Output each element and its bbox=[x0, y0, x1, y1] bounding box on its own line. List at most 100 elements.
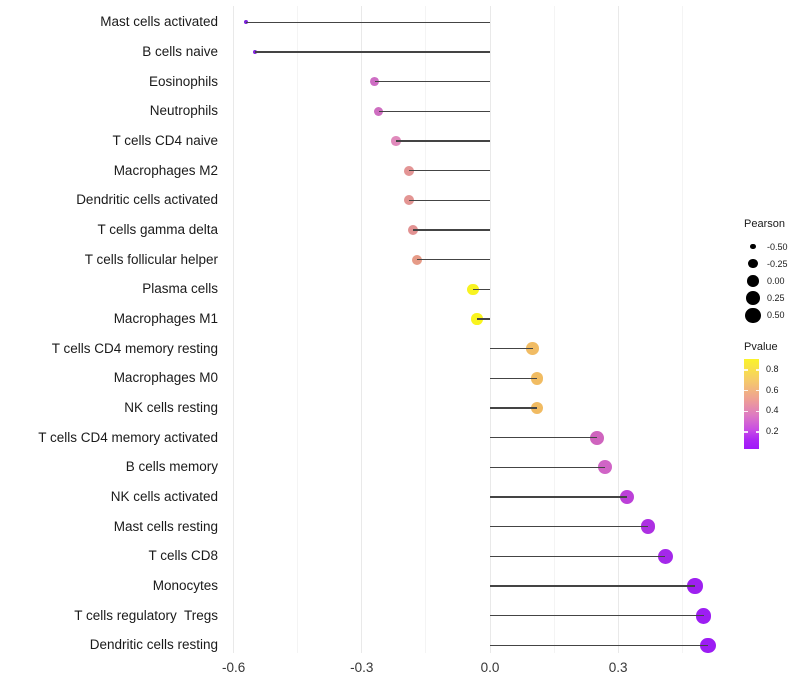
lollipop-stem bbox=[472, 288, 490, 291]
pvalue-tick-mark bbox=[744, 410, 748, 413]
lollipop-dot bbox=[471, 313, 483, 325]
grid-minor-line bbox=[297, 6, 299, 653]
lollipop-dot bbox=[403, 195, 414, 206]
lollipop-stem bbox=[246, 21, 490, 24]
pvalue-tick-label: 0.4 bbox=[766, 405, 779, 416]
pvalue-tick-mark bbox=[744, 390, 748, 392]
y-axis-label: Dendritic cells resting bbox=[89, 637, 218, 653]
lollipop-stem bbox=[490, 496, 627, 498]
pearson-legend-key bbox=[744, 272, 762, 289]
lollipop-stem bbox=[477, 318, 490, 320]
y-axis-label: Eosinophils bbox=[148, 73, 218, 89]
y-axis-label: NK cells resting bbox=[124, 400, 218, 415]
lollipop-dot bbox=[391, 136, 401, 146]
pvalue-color-legend: Pvalue 0.8 0.6 0.4 0.2 bbox=[744, 341, 779, 449]
y-axis-label: Plasma cells bbox=[142, 281, 218, 297]
lollipop-stem bbox=[417, 258, 490, 261]
lollipop-dot bbox=[370, 77, 380, 87]
x-axis-tick-label: 0.3 bbox=[608, 660, 628, 675]
lollipop-stem bbox=[490, 466, 606, 469]
pvalue-tick-mark bbox=[744, 369, 748, 371]
lollipop-dot bbox=[244, 20, 249, 25]
pvalue-tick-mark bbox=[755, 369, 759, 371]
y-axis-label: Mast cells resting bbox=[113, 518, 218, 534]
lollipop-stem bbox=[490, 436, 597, 439]
y-axis-label: Dendritic cells activated bbox=[76, 192, 218, 208]
pearson-legend-label: -0.50 bbox=[767, 241, 788, 252]
lollipop-stem bbox=[490, 525, 649, 528]
pearson-legend-key bbox=[744, 238, 762, 255]
y-axis-label: Macrophages M0 bbox=[113, 370, 218, 386]
lollipop-dot bbox=[403, 165, 414, 176]
pvalue-tick-label: 0.2 bbox=[766, 425, 779, 436]
y-axis-label: Macrophages M2 bbox=[113, 162, 218, 178]
pvalue-colorbar bbox=[744, 359, 759, 449]
pvalue-colorbar-wrap: 0.8 0.6 0.4 0.2 bbox=[744, 359, 779, 449]
y-axis-label: Monocytes bbox=[152, 578, 218, 594]
lollipop-dot bbox=[695, 607, 712, 624]
pvalue-tick-mark bbox=[755, 390, 759, 392]
lollipop-dot bbox=[467, 283, 479, 295]
pvalue-tick-mark bbox=[755, 431, 759, 433]
lollipop-stem bbox=[490, 555, 666, 558]
y-axis-label: T cells regulatory Tregs bbox=[74, 607, 218, 623]
x-axis-tick-label: -0.3 bbox=[350, 660, 374, 675]
pvalue-legend-title: Pvalue bbox=[744, 341, 778, 353]
lollipop-stem bbox=[378, 110, 490, 113]
y-axis-label: T cells CD4 memory activated bbox=[38, 429, 218, 445]
pearson-legend-title: Pearson bbox=[744, 218, 785, 230]
lollipop-stem bbox=[408, 169, 490, 172]
pearson-legend-label: 0.00 bbox=[767, 275, 785, 286]
y-axis-label: T cells follicular helper bbox=[84, 251, 218, 267]
pearson-legend-key bbox=[744, 307, 762, 324]
grid-minor-line bbox=[681, 6, 683, 653]
grid-major-line bbox=[361, 6, 363, 653]
x-axis-tick-label: 0.0 bbox=[480, 660, 500, 675]
pearson-size-legend: Pearson -0.50 -0.25 0.00 0.25 0.50 bbox=[744, 218, 788, 324]
pearson-legend-entry: 0.25 bbox=[744, 290, 788, 307]
pearson-legend-entry: -0.50 bbox=[744, 238, 788, 255]
lollipop-stem bbox=[374, 80, 490, 83]
grid-major-line bbox=[233, 6, 235, 653]
lollipop-stem bbox=[490, 407, 537, 409]
grid-minor-line bbox=[425, 6, 427, 653]
lollipop-stem bbox=[490, 347, 533, 350]
y-axis-label: Neutrophils bbox=[149, 103, 218, 119]
pearson-legend-dot bbox=[746, 291, 760, 306]
pearson-legend-label: 0.50 bbox=[767, 310, 785, 321]
pearson-legend-dot bbox=[745, 307, 761, 324]
pearson-legend-key bbox=[744, 290, 762, 307]
lollipop-stem bbox=[490, 585, 696, 587]
y-axis-label: T cells gamma delta bbox=[97, 221, 218, 237]
lollipop-dot bbox=[374, 106, 384, 116]
grid-major-line bbox=[489, 6, 491, 653]
pearson-legend-key bbox=[744, 255, 762, 272]
y-axis-label: Macrophages M1 bbox=[113, 311, 218, 326]
pearson-legend-label: 0.25 bbox=[767, 293, 785, 304]
y-axis-label: Mast cells activated bbox=[100, 14, 218, 30]
pearson-legend-dot bbox=[750, 243, 756, 250]
lollipop-stem bbox=[254, 51, 490, 53]
pvalue-tick-label: 0.8 bbox=[766, 363, 779, 374]
y-axis-label: NK cells activated bbox=[110, 489, 218, 505]
y-axis-label: B cells naive bbox=[142, 43, 218, 59]
lollipop-stem bbox=[395, 140, 490, 142]
y-axis-label: T cells CD4 memory resting bbox=[51, 340, 218, 356]
lollipop-dot bbox=[408, 225, 419, 235]
x-axis-tick-label: -0.6 bbox=[221, 660, 246, 675]
lollipop-dot bbox=[252, 49, 258, 55]
pearson-legend-entry: 0.50 bbox=[744, 307, 788, 324]
lollipop-stem bbox=[408, 199, 490, 202]
pearson-legend-label: -0.25 bbox=[767, 258, 788, 269]
lollipop-stem bbox=[490, 377, 537, 380]
pvalue-tick-mark bbox=[744, 431, 748, 433]
lollipop-stem bbox=[490, 614, 704, 617]
y-axis-label: B cells memory bbox=[125, 459, 218, 475]
grid-major-line bbox=[617, 6, 619, 653]
pvalue-tick-label: 0.6 bbox=[766, 384, 779, 395]
lollipop-stem bbox=[490, 644, 708, 647]
pearson-legend-dot bbox=[747, 275, 759, 287]
pvalue-tick-mark bbox=[755, 410, 759, 413]
y-axis-label: T cells CD4 naive bbox=[112, 132, 218, 148]
